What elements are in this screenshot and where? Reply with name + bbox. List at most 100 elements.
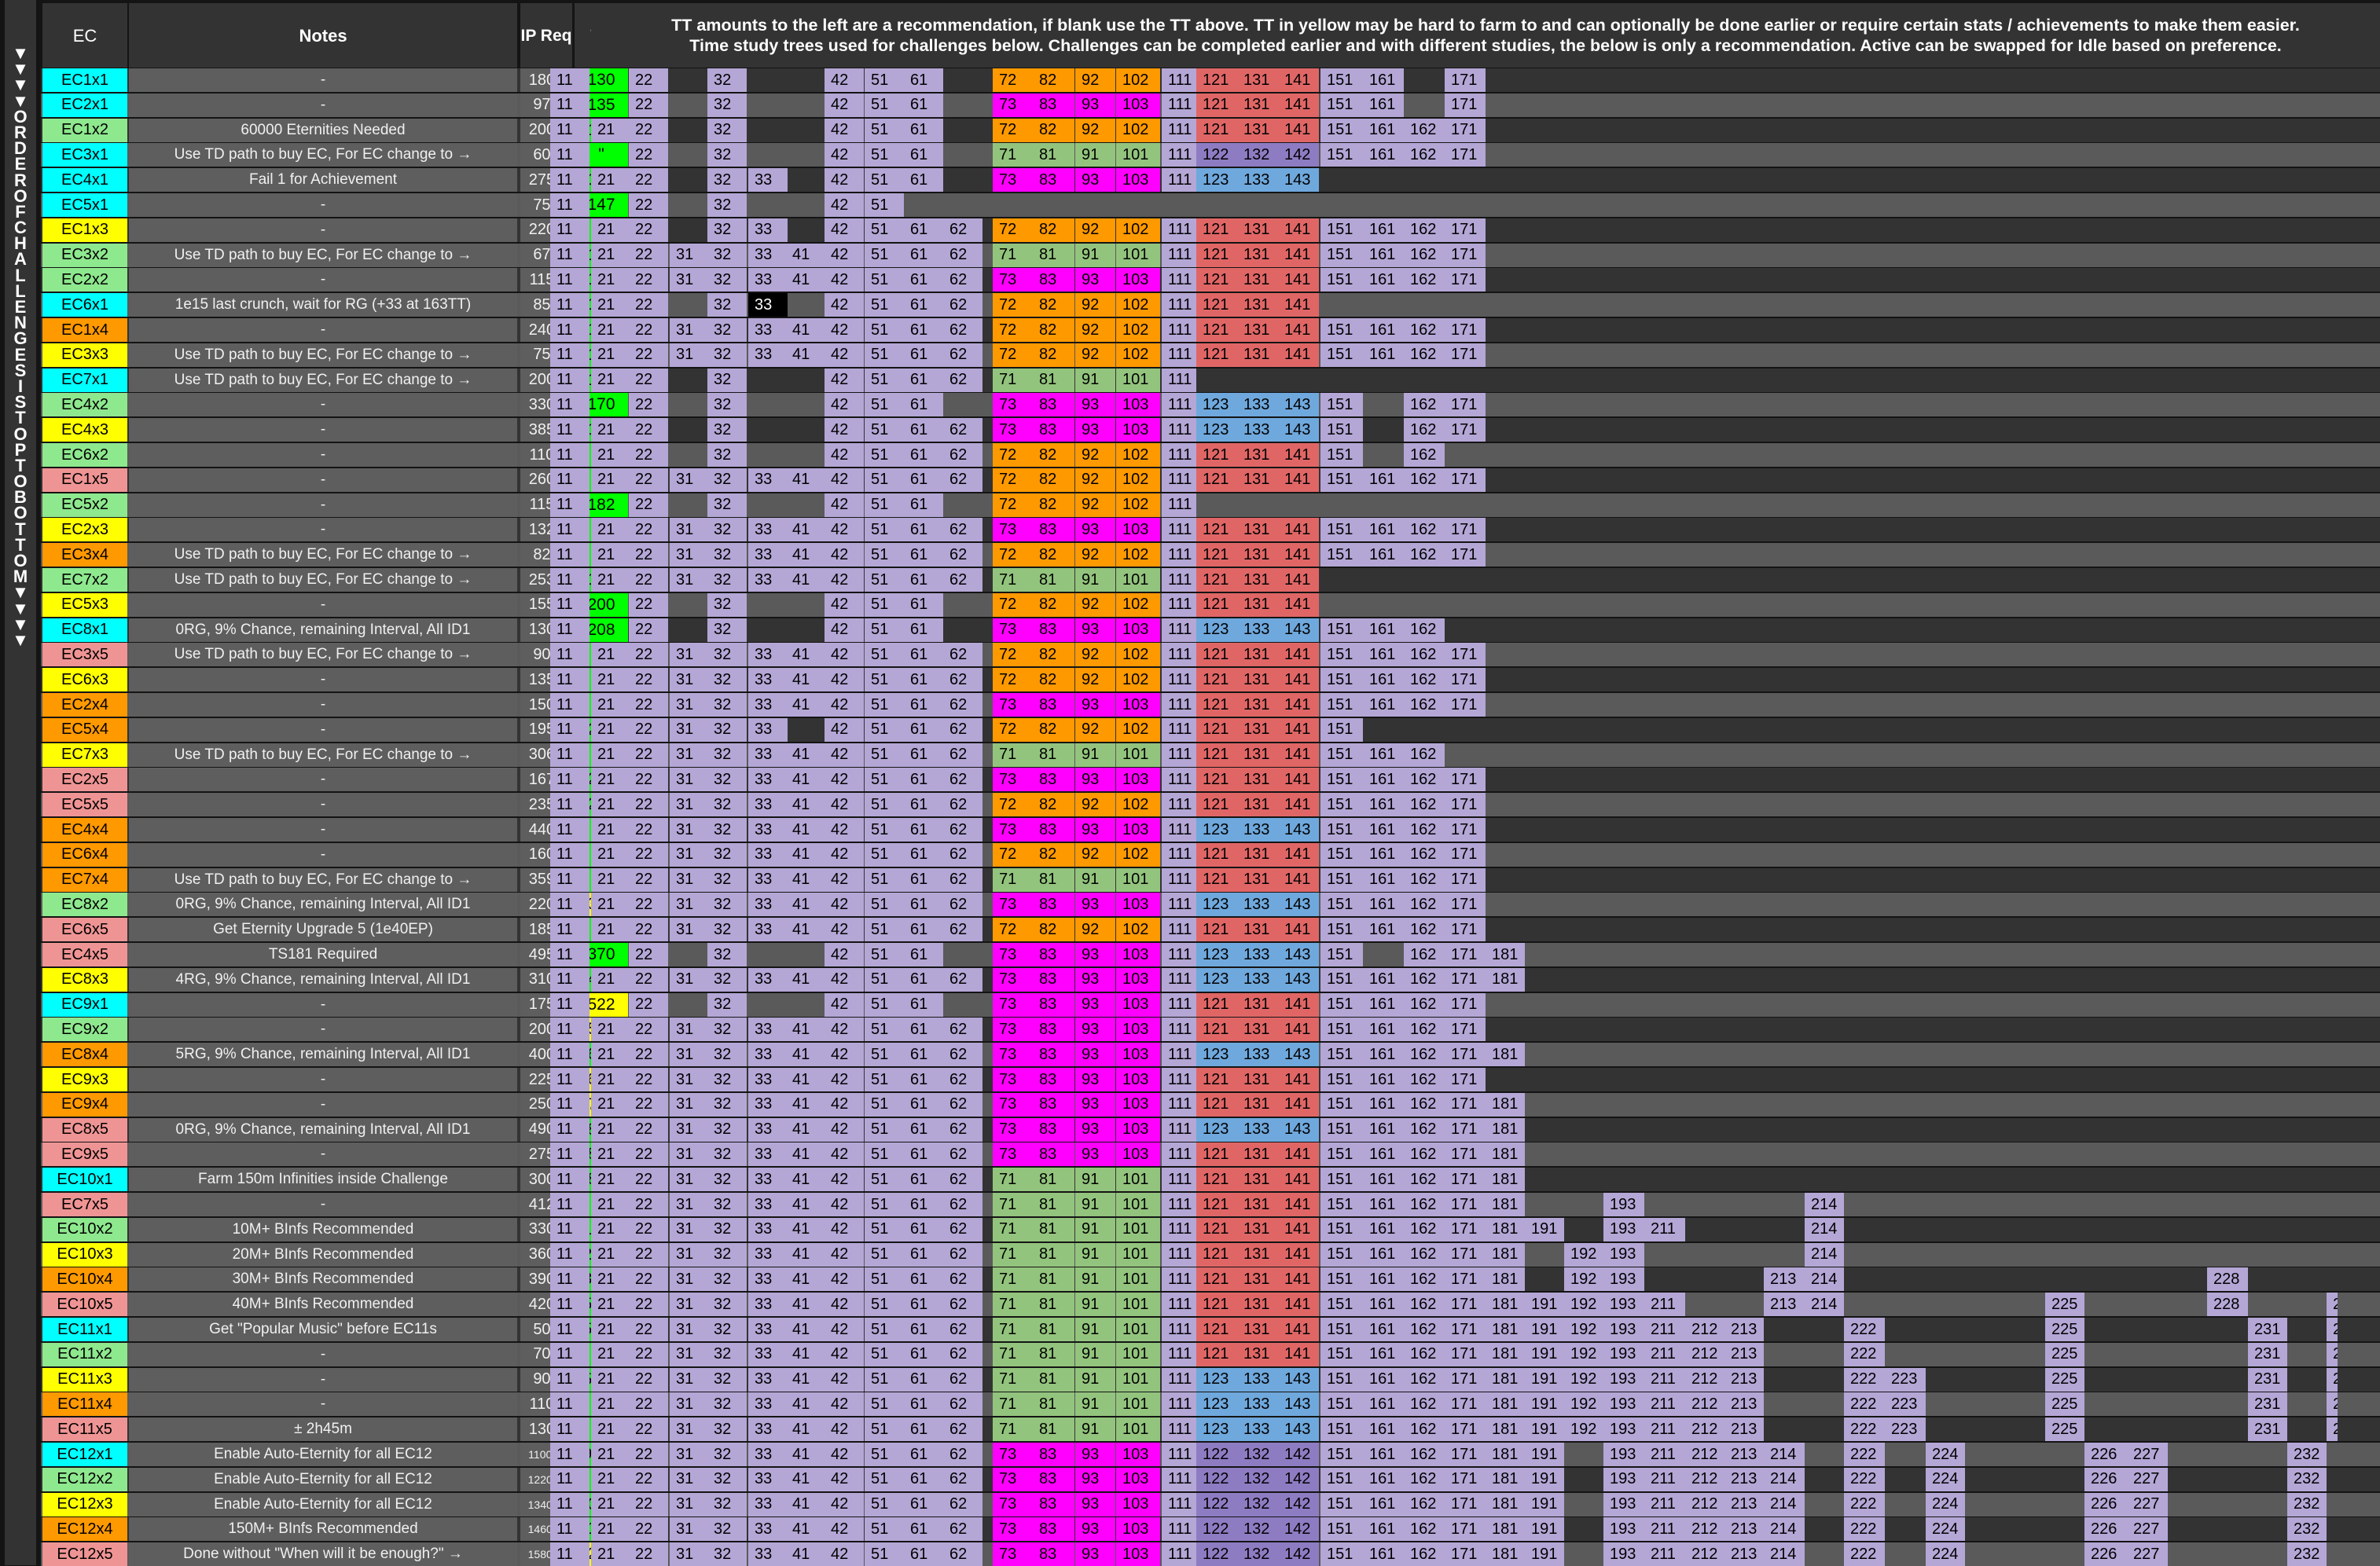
study-cell: 21 <box>591 368 630 392</box>
study-cell: 162 <box>1404 1193 1445 1216</box>
notes-cell: Use TD path to buy EC, For EC change to … <box>129 743 517 767</box>
study-cell: 62 <box>943 1168 982 1192</box>
study-cell: 11 <box>550 118 589 142</box>
study-cell: 33 <box>748 1467 788 1491</box>
study-cell: 232 <box>2287 1517 2327 1542</box>
study-cell: 33 <box>748 543 788 567</box>
study-cell: 93 <box>1075 1492 1115 1516</box>
study-cell: 22 <box>629 918 668 942</box>
study-cell: 162 <box>1404 1342 1445 1366</box>
study-cell: 141 <box>1278 1318 1319 1341</box>
study-cell: 212 <box>1685 1367 1724 1392</box>
study-cell: 33 <box>748 1318 788 1341</box>
study-cell: 51 <box>865 1043 904 1067</box>
study-cell: 92 <box>1075 343 1115 367</box>
table-row: EC5x1-750 147 11 22 32 42 51 <box>41 193 2380 217</box>
study-cell: 151 <box>1320 1392 1363 1417</box>
study-cell: 32 <box>707 743 747 767</box>
study-cell: 212 <box>1685 1342 1724 1366</box>
study-cell: 103 <box>1116 893 1160 917</box>
study-cell: 211 <box>1644 1492 1685 1516</box>
table-row: EC1x3-2200"11212232334251616272829210211… <box>41 218 2380 242</box>
study-cell: 93 <box>1075 768 1115 792</box>
study-cell: 51 <box>865 1517 904 1542</box>
study-cell: 83 <box>1033 1467 1074 1491</box>
study-cell: 131 <box>1237 343 1278 367</box>
study-cell: 61 <box>904 218 943 242</box>
study-cell: 131 <box>1237 793 1278 817</box>
study-cell: 22 <box>629 393 668 417</box>
study-cell: 103 <box>1116 93 1160 117</box>
study-cell: 83 <box>1033 168 1074 193</box>
study-cell: 41 <box>786 893 825 917</box>
study-cell: 61 <box>904 93 943 117</box>
study-cell: 162 <box>1404 768 1445 792</box>
study-cell: 193 <box>1603 1492 1644 1516</box>
study-cell: 103 <box>1116 1542 1160 1566</box>
study-cell: 11 <box>550 1342 589 1366</box>
study-cell: 231 <box>2248 1392 2287 1417</box>
ec-cell: EC1x4 <box>42 318 127 342</box>
study-cell: 121 <box>1196 1068 1237 1091</box>
study-cell: 51 <box>865 568 904 592</box>
study-cell: 33 <box>748 343 788 367</box>
study-cell: 61 <box>904 943 943 966</box>
study-cell: 133 <box>1237 1417 1278 1442</box>
banner-letter: ▼ <box>12 629 29 650</box>
study-cell: 141 <box>1278 1293 1319 1317</box>
study-cell: 21 <box>591 1342 630 1366</box>
study-cell: 62 <box>943 518 982 542</box>
study-cell: 22 <box>629 893 668 917</box>
study-cell: 21 <box>591 543 630 567</box>
study-cell: 83 <box>1033 1443 1074 1466</box>
study-cell: 111 <box>1162 717 1196 742</box>
study-cell: 123 <box>1196 1392 1237 1417</box>
study-cell: 51 <box>865 818 904 842</box>
study-cell: 62 <box>943 418 982 442</box>
study-cell: 33 <box>748 1043 788 1067</box>
study-cell: 32 <box>707 1443 747 1466</box>
study-cell: 51 <box>865 118 904 142</box>
study-cell: 33 <box>748 1517 788 1542</box>
table-row: EC6x2-1100"11212232425161627282921021111… <box>41 443 2380 467</box>
notes-cell: Get Eternity Upgrade 5 (1e40EP) <box>129 918 517 942</box>
study-cell: 162 <box>1404 1392 1445 1417</box>
study-cell: 171 <box>1445 543 1486 567</box>
study-cell: 121 <box>1196 543 1237 567</box>
study-cell: 92 <box>1075 218 1115 242</box>
study-cell: 31 <box>670 1068 709 1091</box>
study-cell: 193 <box>1603 1517 1644 1542</box>
study-cell: 193 <box>1603 1392 1644 1417</box>
study-cell: 121 <box>1196 992 1237 1017</box>
study-cell: 103 <box>1116 1467 1160 1491</box>
study-cell: 171 <box>1445 343 1486 367</box>
study-cell: 42 <box>825 443 864 467</box>
study-cell: 151 <box>1320 943 1363 966</box>
study-cell: 51 <box>865 1267 904 1292</box>
study-cell: 131 <box>1237 592 1278 617</box>
study-cell: 21 <box>591 118 630 142</box>
study-cell: 161 <box>1363 1517 1404 1542</box>
study-cell: 22 <box>629 1242 668 1267</box>
study-cell: 32 <box>707 867 747 892</box>
ec-cell: EC11x3 <box>42 1367 127 1392</box>
study-cell: 61 <box>904 543 943 567</box>
study-cell: 121 <box>1196 842 1237 867</box>
banner-letter: E <box>14 297 27 317</box>
study-cell: 83 <box>1033 818 1074 842</box>
study-cell: 31 <box>670 568 709 592</box>
study-cell: 32 <box>707 1117 747 1142</box>
study-cell: 121 <box>1196 867 1237 892</box>
study-cell: 62 <box>943 1068 982 1091</box>
study-cell: 162 <box>1404 343 1445 367</box>
study-cell: 61 <box>904 793 943 817</box>
study-cell: 141 <box>1278 118 1319 142</box>
study-cell: 22 <box>629 1318 668 1341</box>
study-cell: 81 <box>1033 1417 1074 1442</box>
study-cell: 122 <box>1196 1443 1237 1466</box>
study-cell: 213 <box>1724 1443 1764 1466</box>
study-cell: 213 <box>1724 1492 1764 1516</box>
study-cell: 32 <box>707 143 747 167</box>
study-cell: 62 <box>943 243 982 267</box>
study-cell: 61 <box>904 592 943 617</box>
